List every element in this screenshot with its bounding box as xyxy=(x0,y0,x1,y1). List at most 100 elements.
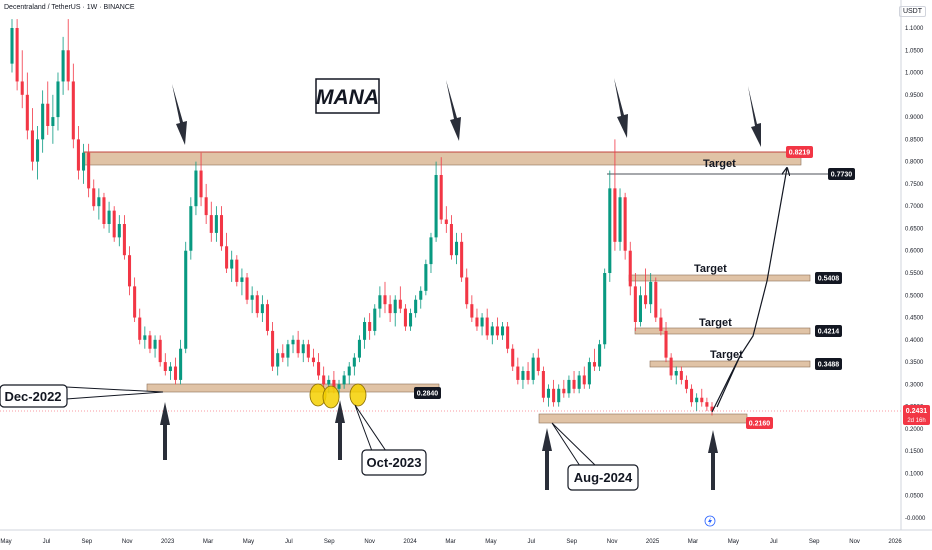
touch-circles xyxy=(309,383,367,409)
price-badge: 0.4214 xyxy=(815,325,842,337)
candle xyxy=(623,192,627,260)
candle xyxy=(56,72,60,131)
candle xyxy=(204,183,208,224)
down-arrow-1 xyxy=(172,84,187,145)
down-arrow-3 xyxy=(614,78,628,138)
candle xyxy=(158,335,162,367)
touch-circle-3 xyxy=(349,383,367,407)
candle xyxy=(485,308,489,340)
chart-title: MANA xyxy=(316,86,379,109)
time-axis: May Jul Sep Nov 2023 Mar May Jul Sep Nov 2024 Mar Ma… xyxy=(0,539,902,545)
candle xyxy=(133,277,137,322)
candle xyxy=(230,250,234,282)
svg-text:0.4214: 0.4214 xyxy=(818,329,840,336)
x-tick-label: Nov xyxy=(849,539,860,545)
candle xyxy=(41,90,45,153)
candle xyxy=(189,197,193,260)
price-badge: 0.8219 xyxy=(786,146,813,158)
y-tick-label: -0.0000 xyxy=(905,516,926,522)
candle xyxy=(163,353,167,376)
y-tick-label: 0.1000 xyxy=(905,471,924,477)
x-tick-label: Mar xyxy=(688,539,698,545)
candle xyxy=(291,335,295,354)
candle xyxy=(654,277,658,322)
candle xyxy=(429,232,433,273)
candle xyxy=(10,19,14,73)
candle xyxy=(168,362,172,380)
candle xyxy=(347,362,351,385)
candle xyxy=(577,371,581,394)
svg-text:Oct-2023: Oct-2023 xyxy=(367,455,422,470)
candle xyxy=(112,206,116,242)
candle xyxy=(669,353,673,380)
candle xyxy=(30,108,34,171)
y-tick-label: 1.0000 xyxy=(905,71,924,77)
candle xyxy=(495,317,499,340)
candle xyxy=(552,379,556,407)
candle xyxy=(608,170,612,282)
candle xyxy=(705,397,709,412)
candle xyxy=(306,339,310,363)
up-arrow-4 xyxy=(708,430,718,490)
y-tick-label: 0.5000 xyxy=(905,293,924,299)
y-tick-label: 0.2000 xyxy=(905,427,924,433)
y-tick-label: 0.8000 xyxy=(905,160,924,166)
candle xyxy=(46,81,50,135)
y-tick-label: 0.9000 xyxy=(905,115,924,121)
x-tick-label: Sep xyxy=(566,539,577,545)
price-badge: 0.5408 xyxy=(815,272,842,284)
candle xyxy=(255,290,259,318)
candle xyxy=(225,232,229,273)
y-tick-label: 0.9500 xyxy=(905,93,924,99)
svg-text:0.3488: 0.3488 xyxy=(818,362,840,369)
candle xyxy=(179,339,183,385)
candle xyxy=(454,232,459,265)
candle xyxy=(664,322,668,363)
candle xyxy=(219,206,224,251)
svg-text:Aug-2024: Aug-2024 xyxy=(574,470,633,485)
candle xyxy=(531,353,535,385)
candle xyxy=(20,50,24,109)
candle xyxy=(322,366,326,389)
x-tick-label: 2025 xyxy=(646,539,660,545)
callout-aug-2024: Aug-2024 xyxy=(551,422,639,491)
resistance-zone xyxy=(83,151,802,166)
candle xyxy=(521,366,525,389)
candle xyxy=(373,304,377,336)
y-tick-label: 0.0500 xyxy=(905,494,924,500)
x-tick-label: Jul xyxy=(285,539,293,545)
svg-text:0.7730: 0.7730 xyxy=(831,172,853,179)
projection-path-start xyxy=(711,355,741,413)
candle xyxy=(301,339,305,363)
candle xyxy=(398,286,402,314)
candle xyxy=(127,246,132,296)
candle xyxy=(460,232,464,282)
candle xyxy=(61,36,65,95)
candle xyxy=(628,241,632,296)
candle xyxy=(138,308,142,345)
candle xyxy=(342,371,346,389)
y-tick-label: 1.1000 xyxy=(905,26,924,32)
y-tick-label: 0.4000 xyxy=(905,338,924,344)
x-tick-label: 2026 xyxy=(888,539,902,545)
svg-text:0.2160: 0.2160 xyxy=(749,421,771,428)
up-arrow-1 xyxy=(160,402,170,460)
svg-text:Dec-2022: Dec-2022 xyxy=(4,389,61,404)
candle xyxy=(235,255,239,287)
candle xyxy=(449,215,453,260)
price-axis: 1.1000 1.0500 1.0000 0.9500 0.9000 0.8500 0.80… xyxy=(905,26,926,522)
candle xyxy=(674,366,678,385)
candle xyxy=(424,259,428,296)
y-tick-label: 0.7000 xyxy=(905,204,924,210)
candle xyxy=(240,268,244,296)
callout-oct-2023: Oct-2023 xyxy=(354,404,427,476)
currency-badge[interactable]: USDT xyxy=(898,6,926,17)
candle xyxy=(82,143,86,184)
lightning-icon[interactable] xyxy=(704,515,716,527)
projection-path xyxy=(716,168,787,408)
candle xyxy=(388,295,392,322)
x-tick-label: Jul xyxy=(527,539,535,545)
price-badge: 0.2840 xyxy=(414,387,441,399)
current-price-tag: 0.2431 2d 16h xyxy=(903,405,930,425)
